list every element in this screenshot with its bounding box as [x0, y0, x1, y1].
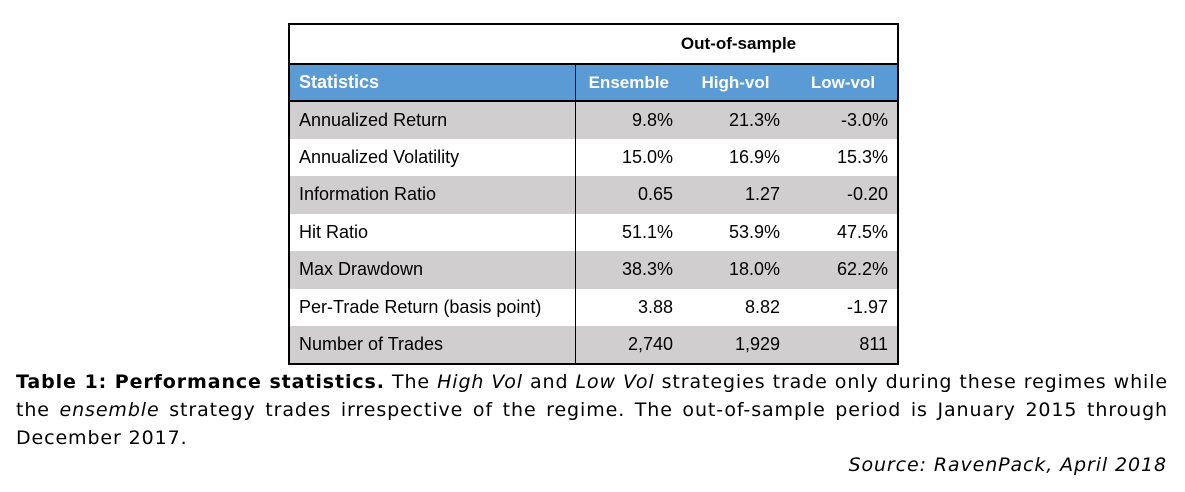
low-vol-value: -3.0%: [789, 101, 900, 139]
table-row: Annualized Volatility 15.0% 16.9% 15.3%: [288, 138, 900, 176]
row-label: Hit Ratio: [288, 213, 576, 251]
table-row: Per-Trade Return (basis point) 3.88 8.82…: [288, 288, 900, 326]
caption-text: and: [522, 371, 576, 393]
table-row: Information Ratio 0.65 1.27 -0.20: [288, 176, 900, 214]
ensemble-value: 3.88: [637, 296, 673, 317]
row-label: Annualized Volatility: [288, 138, 576, 176]
ensemble-value: 51.1%: [621, 221, 673, 242]
caption-text: The: [384, 371, 438, 393]
high-vol-value: 21.3%: [682, 101, 789, 139]
column-header-row: Statistics Ensemble High-vol Low-vol: [288, 63, 900, 102]
row-label: Number of Trades: [288, 326, 576, 365]
out-of-sample-header: Out-of-sample: [287, 23, 900, 64]
table-row: Annualized Return 9.8% 21.3% -3.0%: [288, 101, 900, 139]
high-vol-value: 16.9%: [728, 146, 780, 167]
high-vol-value: 1,929: [682, 326, 789, 365]
low-vol-value: -0.20: [789, 176, 900, 214]
low-vol-value: 62.2%: [789, 251, 900, 289]
ensemble-value: 0.65: [575, 176, 682, 214]
ensemble-value: 15.0%: [621, 146, 673, 167]
source-attribution: Source: RavenPack, April 2018: [848, 454, 1167, 476]
column-header-ensemble: Ensemble: [575, 63, 682, 102]
row-label: Information Ratio: [288, 176, 576, 214]
row-label: Max Drawdown: [288, 251, 576, 289]
caption-title: Table 1: Performance statistics.: [16, 371, 385, 393]
row-label: Annualized Return: [288, 101, 576, 139]
low-vol-value: 811: [789, 326, 900, 365]
table-row: Number of Trades 2,740 1,929 811: [288, 326, 900, 365]
ensemble-value: 38.3%: [575, 251, 682, 289]
caption-term-low-vol: Low Vol: [575, 371, 655, 393]
table-caption: Table 1: Performance statistics. The Hig…: [16, 368, 1168, 452]
caption-text: strategies trade only during these regim…: [16, 371, 1169, 421]
column-header-high-vol: High-vol: [682, 63, 789, 102]
caption-term-high-vol: High Vol: [437, 371, 523, 393]
high-vol-value: 18.0%: [682, 251, 789, 289]
column-header-statistics: Statistics: [288, 63, 576, 102]
ensemble-value: 9.8%: [575, 101, 682, 139]
caption-term-ensemble: ensemble: [59, 399, 160, 421]
high-vol-value: 53.9%: [728, 221, 780, 242]
low-vol-value: 47.5%: [789, 213, 900, 251]
low-vol-value: -1.97: [789, 288, 900, 326]
low-vol-value: 15.3%: [789, 138, 900, 176]
column-header-low-vol: Low-vol: [789, 63, 900, 102]
super-header-row: Out-of-sample: [287, 23, 900, 64]
caption-text: strategy trades irrespective of the regi…: [16, 399, 1168, 449]
high-vol-value: 1.27: [682, 176, 789, 214]
ensemble-value: 2,740: [575, 326, 682, 365]
table-row: Hit Ratio 51.1% 53.9% 47.5%: [288, 213, 900, 251]
row-label: Per-Trade Return (basis point): [288, 288, 576, 326]
high-vol-value: 8.82: [744, 296, 780, 317]
table-row: Max Drawdown 38.3% 18.0% 62.2%: [288, 251, 900, 289]
performance-statistics-table: Out-of-sample Statistics Ensemble High-v…: [287, 23, 900, 365]
